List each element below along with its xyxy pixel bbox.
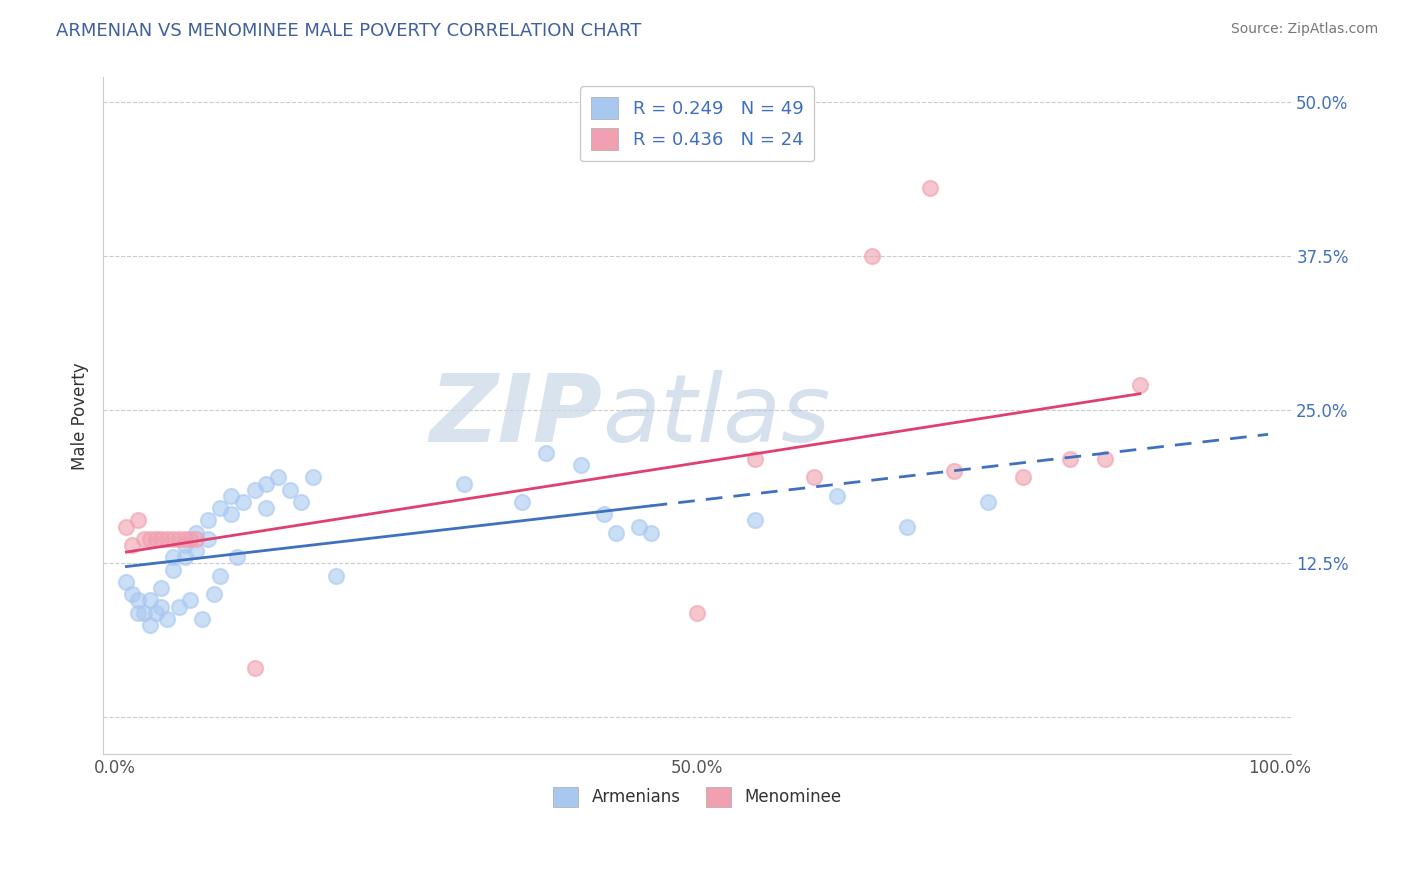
Point <box>197 513 219 527</box>
Point <box>254 476 277 491</box>
Point <box>121 587 143 601</box>
Point <box>191 612 214 626</box>
Point <box>162 550 184 565</box>
Point <box>132 532 155 546</box>
Point <box>896 519 918 533</box>
Point <box>156 532 179 546</box>
Point <box>1129 378 1152 392</box>
Point <box>942 464 965 478</box>
Point <box>860 249 883 263</box>
Point <box>744 451 766 466</box>
Point <box>150 581 173 595</box>
Point <box>179 532 201 546</box>
Point <box>121 538 143 552</box>
Point <box>173 538 195 552</box>
Point <box>803 470 825 484</box>
Point <box>512 495 534 509</box>
Point <box>150 532 173 546</box>
Point <box>138 593 160 607</box>
Point <box>115 574 138 589</box>
Point <box>744 513 766 527</box>
Text: Source: ZipAtlas.com: Source: ZipAtlas.com <box>1230 22 1378 37</box>
Text: atlas: atlas <box>602 370 831 461</box>
Point <box>278 483 301 497</box>
Point <box>243 483 266 497</box>
Point <box>145 532 167 546</box>
Point <box>219 508 242 522</box>
Point <box>301 470 323 484</box>
Point <box>605 525 627 540</box>
Point <box>127 513 149 527</box>
Point <box>569 458 592 472</box>
Point <box>197 532 219 546</box>
Point <box>156 612 179 626</box>
Point <box>254 501 277 516</box>
Point <box>162 563 184 577</box>
Point <box>325 569 347 583</box>
Point <box>127 593 149 607</box>
Point <box>640 525 662 540</box>
Point <box>167 599 190 614</box>
Point <box>115 519 138 533</box>
Point <box>138 532 160 546</box>
Point <box>208 501 231 516</box>
Point <box>138 618 160 632</box>
Point <box>243 661 266 675</box>
Point <box>173 532 195 546</box>
Point <box>920 181 942 195</box>
Point <box>208 569 231 583</box>
Point <box>686 606 709 620</box>
Point <box>202 587 225 601</box>
Point <box>232 495 254 509</box>
Text: ZIP: ZIP <box>429 370 602 462</box>
Point <box>977 495 1000 509</box>
Point <box>290 495 312 509</box>
Point <box>186 525 208 540</box>
Point <box>173 550 195 565</box>
Point <box>219 489 242 503</box>
Point <box>150 599 173 614</box>
Point <box>167 532 190 546</box>
Point <box>145 606 167 620</box>
Point <box>132 606 155 620</box>
Point <box>627 519 650 533</box>
Point <box>1012 470 1035 484</box>
Point <box>186 532 208 546</box>
Point <box>593 508 616 522</box>
Text: ARMENIAN VS MENOMINEE MALE POVERTY CORRELATION CHART: ARMENIAN VS MENOMINEE MALE POVERTY CORRE… <box>56 22 641 40</box>
Point <box>1094 451 1116 466</box>
Point <box>453 476 475 491</box>
Point <box>825 489 848 503</box>
Point <box>226 550 249 565</box>
Y-axis label: Male Poverty: Male Poverty <box>72 362 89 469</box>
Point <box>534 446 557 460</box>
Point <box>162 532 184 546</box>
Point <box>186 544 208 558</box>
Point <box>1059 451 1081 466</box>
Point <box>267 470 290 484</box>
Point <box>127 606 149 620</box>
Legend: Armenians, Menominee: Armenians, Menominee <box>547 780 848 814</box>
Point <box>179 593 201 607</box>
